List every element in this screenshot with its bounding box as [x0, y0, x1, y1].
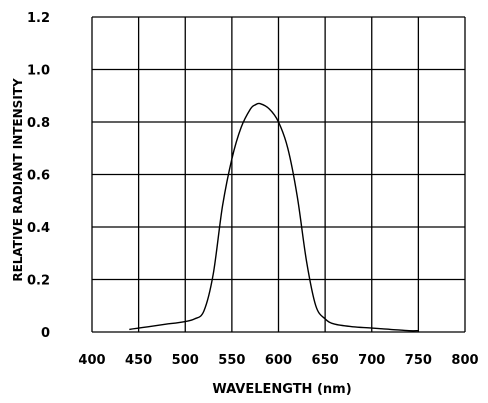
y-tick-label-4: 0.8 — [27, 116, 50, 131]
x-tick-label-3: 550 — [218, 353, 245, 368]
x-tick-label-4: 600 — [265, 353, 292, 368]
series-line — [129, 102, 419, 332]
x-axis-title: WAVELENGTH (nm) — [212, 382, 351, 397]
x-tick-label-2: 500 — [172, 353, 199, 368]
x-tick-label-0: 400 — [78, 353, 105, 368]
y-axis-title: RELATIVE RADIANT INTENSITY — [11, 78, 25, 282]
x-tick-label-8: 800 — [451, 353, 478, 368]
y-tick-labels: 0 0.2 0.4 0.6 0.8 1.0 1.2 — [27, 11, 50, 341]
x-tick-label-7: 750 — [405, 353, 432, 368]
x-tick-label-5: 650 — [312, 353, 339, 368]
y-tick-label-3: 0.6 — [27, 169, 50, 184]
x-tick-label-6: 700 — [358, 353, 385, 368]
y-tick-label-0: 0 — [41, 326, 50, 341]
y-tick-label-6: 1.2 — [27, 11, 50, 26]
y-tick-label-1: 0.2 — [27, 274, 50, 289]
x-tick-labels: 400 450 500 550 600 650 700 750 800 — [78, 353, 478, 368]
x-tick-label-1: 450 — [125, 353, 152, 368]
y-tick-label-2: 0.4 — [27, 221, 50, 236]
y-tick-label-5: 1.0 — [27, 64, 50, 79]
